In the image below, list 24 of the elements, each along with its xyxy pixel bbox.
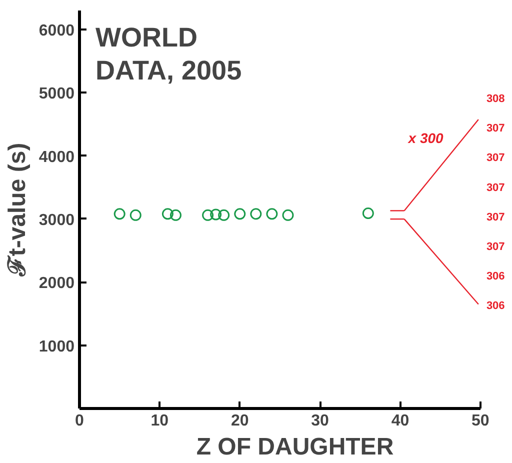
text: 307	[486, 152, 505, 164]
y-tick-label: 3000	[38, 212, 75, 229]
y-axis-title: ℱt-value (s)	[4, 142, 31, 278]
x-axis-title: Z OF DAUGHTER	[196, 434, 394, 460]
text: WORLD DATA, 2005	[96, 22, 242, 86]
x-tick-label: 50	[472, 412, 490, 430]
x-tick-label: 40	[391, 412, 410, 430]
x-tick-label: 10	[150, 412, 169, 430]
text: 307	[486, 240, 505, 253]
x-tick-label: 0	[75, 412, 84, 430]
y-tick-label: 1000	[38, 338, 75, 356]
text: 307	[486, 122, 505, 135]
annotation: x 300	[407, 130, 444, 146]
text: 306	[486, 300, 505, 312]
y-tick-label: 6000	[38, 22, 75, 40]
y-tick-label: 2000	[38, 275, 75, 292]
y-tick-label: 5000	[38, 86, 75, 103]
text: 308	[486, 93, 505, 106]
text: 307	[486, 182, 505, 194]
text: 306	[486, 270, 505, 282]
x-tick-label: 20	[230, 412, 249, 430]
x-tick-label: 30	[311, 412, 330, 430]
y-tick-label: 4000	[38, 148, 75, 166]
text: 307	[486, 211, 505, 224]
